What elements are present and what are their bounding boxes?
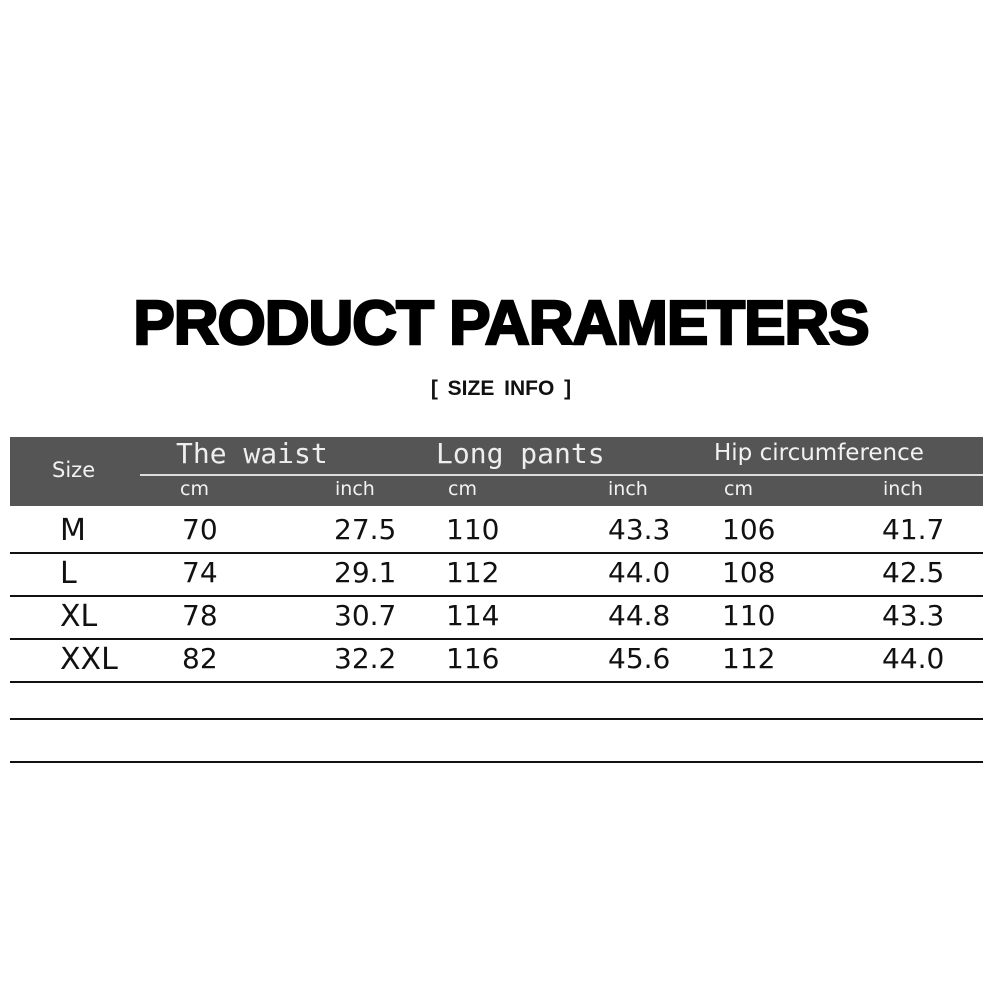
table-row: L 74 29.1 112 44.0 108 42.5: [10, 552, 983, 597]
value-cell: 43.3: [882, 599, 945, 632]
value-cell: 44.0: [882, 642, 945, 675]
value-cell: 114: [446, 599, 500, 632]
group-header-long-pants: Long pants: [436, 437, 605, 470]
value-cell: 43.3: [608, 513, 671, 546]
empty-row-line: [10, 761, 983, 763]
size-cell: XXL: [60, 642, 118, 677]
value-cell: 112: [722, 642, 776, 675]
empty-row-line: [10, 718, 983, 720]
page-subtitle: [ SIZE INFO ]: [430, 377, 572, 400]
value-cell: 82: [182, 642, 218, 675]
value-cell: 74: [182, 556, 218, 589]
unit-header: cm: [180, 478, 209, 500]
value-cell: 110: [722, 599, 776, 632]
table-row: XXL 82 32.2 116 45.6 112 44.0: [10, 638, 983, 683]
value-cell: 106: [722, 513, 776, 546]
value-cell: 78: [182, 599, 218, 632]
unit-header: cm: [448, 478, 477, 500]
unit-header: inch: [608, 478, 648, 500]
unit-header: cm: [724, 478, 753, 500]
value-cell: 108: [722, 556, 776, 589]
table-header: Size The waist Long pants Hip circumfere…: [10, 437, 983, 506]
value-cell: 42.5: [882, 556, 945, 589]
group-header-hip: Hip circumference: [714, 440, 924, 466]
value-cell: 30.7: [334, 599, 397, 632]
value-cell: 44.8: [608, 599, 671, 632]
size-column-header: Size: [52, 458, 96, 482]
value-cell: 110: [446, 513, 500, 546]
value-cell: 45.6: [608, 642, 671, 675]
value-cell: 44.0: [608, 556, 671, 589]
header-divider: [140, 474, 983, 476]
page-title: PRODUCT PARAMETERS: [132, 288, 871, 360]
unit-header: inch: [883, 478, 923, 500]
value-cell: 41.7: [882, 513, 945, 546]
table-row: M 70 27.5 110 43.3 106 41.7: [10, 509, 983, 554]
value-cell: 70: [182, 513, 218, 546]
size-cell: XL: [60, 599, 98, 634]
value-cell: 32.2: [334, 642, 397, 675]
value-cell: 27.5: [334, 513, 397, 546]
value-cell: 112: [446, 556, 500, 589]
size-cell: M: [60, 513, 86, 548]
unit-header: inch: [335, 478, 375, 500]
group-header-waist: The waist: [176, 437, 328, 470]
value-cell: 29.1: [334, 556, 397, 589]
table-row: XL 78 30.7 114 44.8 110 43.3: [10, 595, 983, 640]
size-cell: L: [60, 556, 77, 591]
value-cell: 116: [446, 642, 500, 675]
